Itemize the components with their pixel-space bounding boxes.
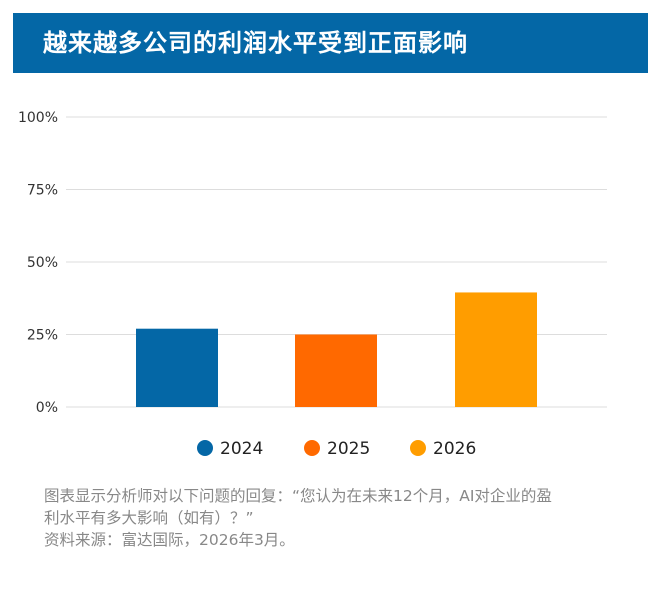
- y-tick-label: 100%: [18, 110, 58, 126]
- bars: [136, 292, 537, 407]
- footnote-line-1: 图表显示分析师对以下问题的回复：“您认为在未来12个月，AI对企业的盈: [44, 487, 552, 505]
- y-tick-label: 25%: [27, 328, 58, 344]
- bar-2025: [295, 334, 377, 407]
- y-tick-label: 50%: [27, 255, 58, 271]
- y-axis-tick-labels: 0% 25% 50% 75% 100%: [18, 110, 58, 416]
- bar-chart: 0% 25% 50% 75% 100% 2024 2025 2026: [18, 110, 607, 459]
- legend-marker-2025: [304, 440, 320, 456]
- footnote-source: 资料来源：富达国际，2026年3月。: [44, 531, 295, 549]
- legend-marker-2024: [197, 440, 213, 456]
- bar-2024: [136, 328, 218, 407]
- legend-label-2026: 2026: [433, 439, 476, 459]
- y-tick-label: 0%: [36, 400, 58, 416]
- bar-2026: [455, 292, 537, 407]
- legend-marker-2026: [410, 440, 426, 456]
- legend-label-2025: 2025: [327, 439, 370, 459]
- footnote: 图表显示分析师对以下问题的回复：“您认为在未来12个月，AI对企业的盈 利水平有…: [44, 485, 644, 551]
- legend-label-2024: 2024: [220, 439, 263, 459]
- footnote-line-2: 利水平有多大影响（如有）？”: [44, 509, 254, 527]
- chart-title: 越来越多公司的利润水平受到正面影响: [43, 29, 468, 57]
- legend: 2024 2025 2026: [197, 439, 476, 459]
- y-tick-label: 75%: [27, 183, 58, 199]
- title-bar: 越来越多公司的利润水平受到正面影响: [13, 13, 648, 73]
